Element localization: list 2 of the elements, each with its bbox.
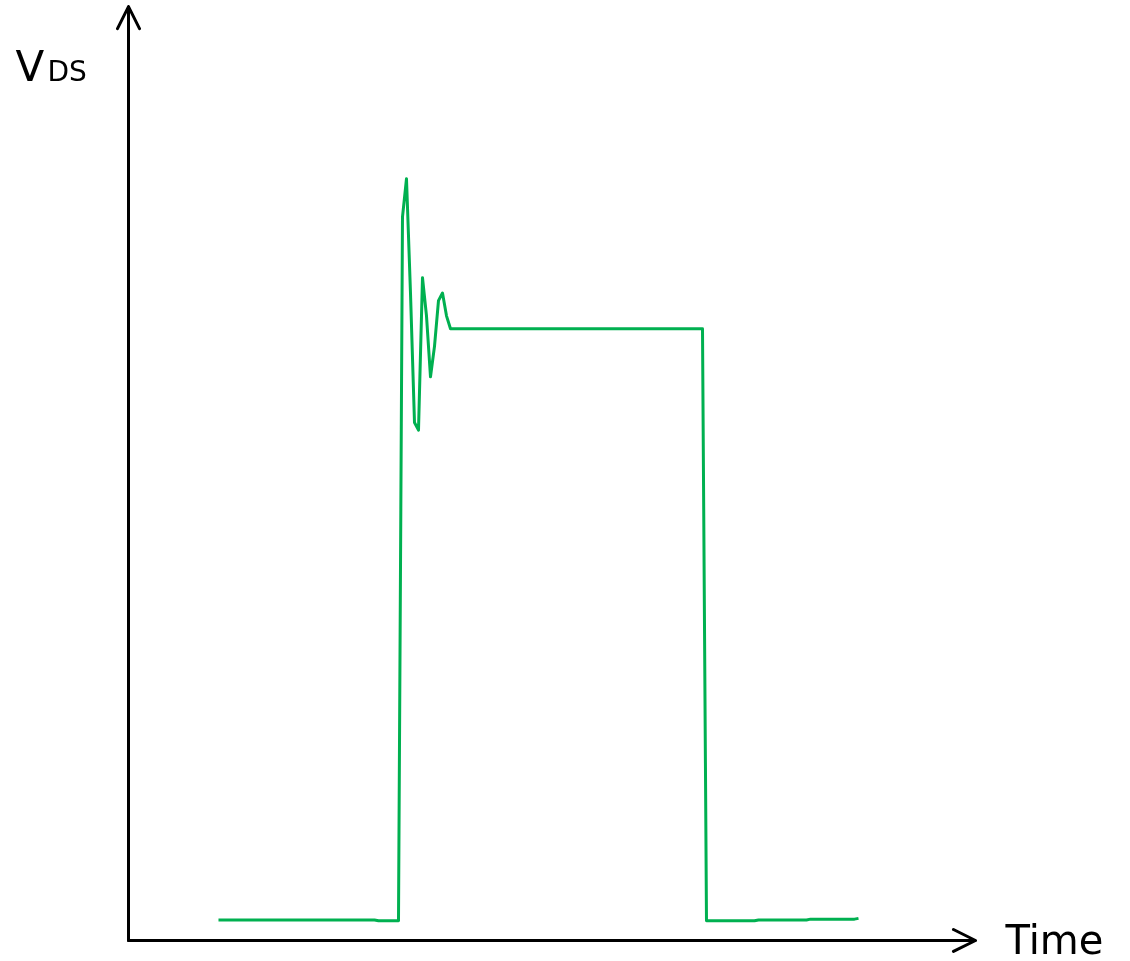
y-axis-title: VDS: [15, 41, 87, 91]
x-axis-title: Time: [1004, 917, 1104, 961]
